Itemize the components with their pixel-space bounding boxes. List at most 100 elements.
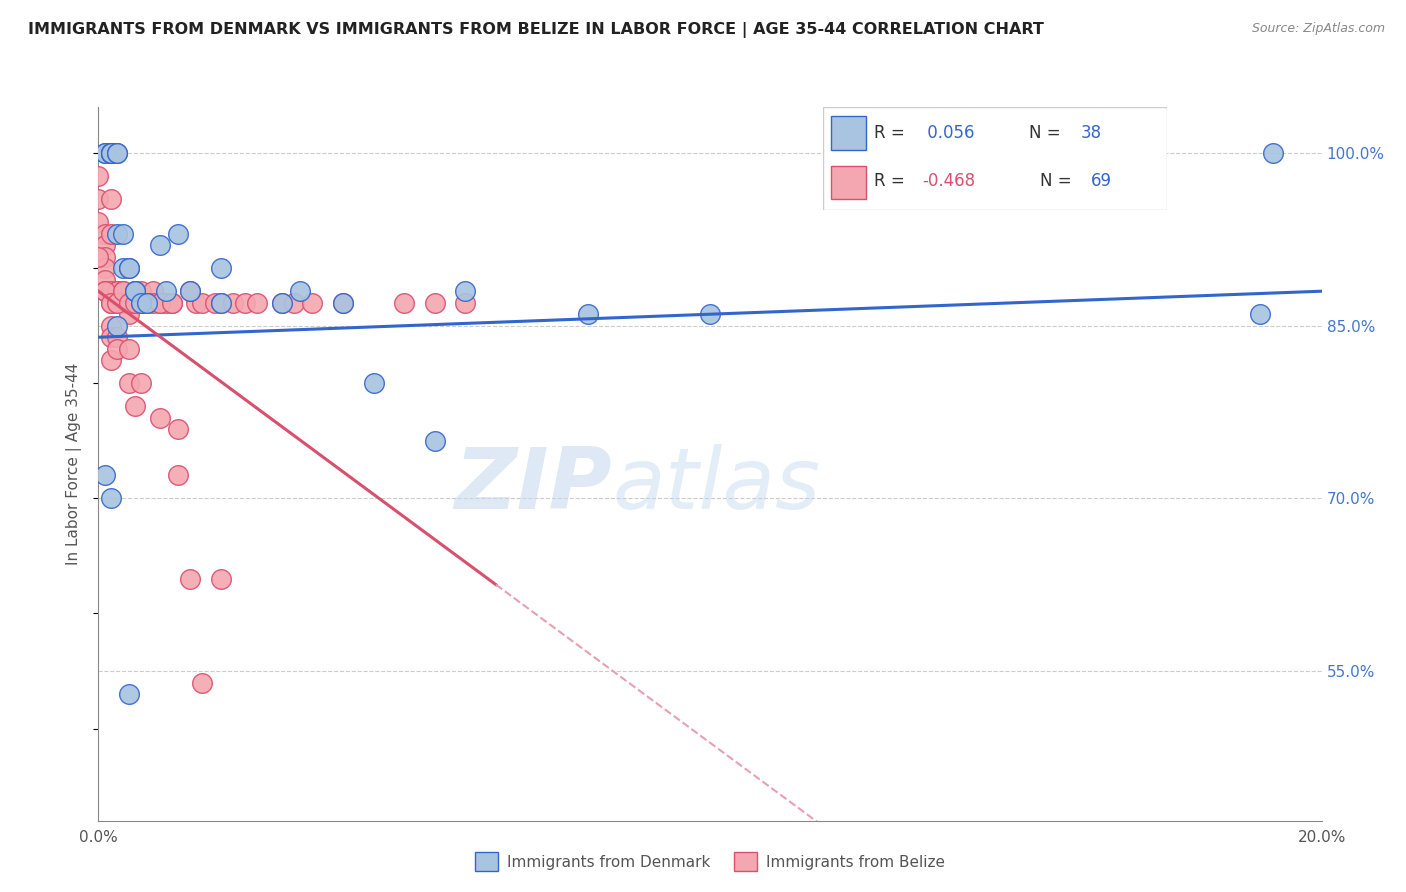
Point — [105, 227, 128, 241]
Point — [118, 261, 141, 276]
Point — [270, 295, 292, 310]
Point — [155, 295, 177, 310]
Bar — [831, 166, 866, 199]
Point — [129, 295, 152, 310]
Point — [332, 295, 354, 310]
Point — [576, 307, 599, 321]
Point — [100, 146, 122, 161]
Point — [454, 295, 477, 310]
Text: N =: N = — [1029, 124, 1066, 142]
Point — [100, 353, 122, 368]
Point — [93, 146, 115, 161]
Text: 0.056: 0.056 — [922, 124, 974, 142]
Point — [246, 295, 269, 310]
Text: IMMIGRANTS FROM DENMARK VS IMMIGRANTS FROM BELIZE IN LABOR FORCE | AGE 35-44 COR: IMMIGRANTS FROM DENMARK VS IMMIGRANTS FR… — [28, 22, 1045, 38]
Point — [105, 295, 128, 310]
Point — [87, 215, 110, 229]
Point — [105, 146, 128, 161]
Point — [124, 295, 146, 310]
Point — [105, 318, 128, 333]
Point — [124, 284, 146, 298]
Point — [332, 295, 354, 310]
Point — [118, 261, 141, 276]
Point — [1261, 146, 1284, 161]
Point — [167, 422, 190, 436]
Point — [204, 295, 226, 310]
Point — [142, 284, 165, 298]
Point — [129, 295, 152, 310]
Text: atlas: atlas — [612, 443, 820, 527]
Point — [93, 284, 115, 298]
Point — [454, 284, 477, 298]
Text: 38: 38 — [1081, 124, 1102, 142]
Point — [100, 146, 122, 161]
Point — [93, 468, 115, 483]
Text: R =: R = — [875, 172, 910, 190]
Point — [191, 675, 214, 690]
Point — [118, 687, 141, 701]
Point — [136, 295, 159, 310]
Point — [118, 307, 141, 321]
Point — [105, 342, 128, 356]
Point — [100, 284, 122, 298]
FancyBboxPatch shape — [823, 107, 1167, 210]
Point — [93, 238, 115, 252]
Point — [209, 261, 232, 276]
Point — [283, 295, 305, 310]
Point — [87, 169, 110, 183]
Point — [100, 146, 122, 161]
Point — [100, 295, 122, 310]
Point — [179, 284, 201, 298]
Point — [209, 295, 232, 310]
Bar — [831, 116, 866, 150]
Point — [149, 295, 172, 310]
Text: Source: ZipAtlas.com: Source: ZipAtlas.com — [1251, 22, 1385, 36]
Point — [160, 295, 183, 310]
Point — [160, 295, 183, 310]
Point — [111, 295, 134, 310]
Point — [118, 376, 141, 391]
Point — [186, 295, 208, 310]
Point — [105, 284, 128, 298]
Point — [270, 295, 292, 310]
Point — [111, 227, 134, 241]
Point — [209, 295, 232, 310]
Point — [699, 307, 721, 321]
Point — [301, 295, 323, 310]
Point — [233, 295, 256, 310]
Text: 69: 69 — [1091, 172, 1112, 190]
Point — [209, 572, 232, 586]
Point — [149, 410, 172, 425]
Point — [179, 284, 201, 298]
Point — [129, 376, 152, 391]
Point — [423, 434, 446, 448]
Point — [93, 273, 115, 287]
Point — [93, 146, 115, 161]
Point — [100, 318, 122, 333]
Point — [155, 284, 177, 298]
Point — [93, 250, 115, 264]
Point — [179, 572, 201, 586]
Point — [124, 295, 146, 310]
Point — [1249, 307, 1271, 321]
Point — [124, 284, 146, 298]
Point — [105, 146, 128, 161]
Text: ZIP: ZIP — [454, 443, 612, 527]
Point — [191, 295, 214, 310]
Point — [111, 284, 134, 298]
Point — [100, 295, 122, 310]
Y-axis label: In Labor Force | Age 35-44: In Labor Force | Age 35-44 — [66, 363, 83, 565]
Text: -0.468: -0.468 — [922, 172, 976, 190]
Point — [167, 468, 190, 483]
Point — [93, 261, 115, 276]
Point — [136, 295, 159, 310]
Point — [100, 146, 122, 161]
Point — [290, 284, 312, 298]
Point — [118, 342, 141, 356]
Point — [100, 146, 122, 161]
Point — [118, 295, 141, 310]
Point — [222, 295, 245, 310]
Text: R =: R = — [875, 124, 910, 142]
Point — [100, 330, 122, 344]
Point — [392, 295, 416, 310]
